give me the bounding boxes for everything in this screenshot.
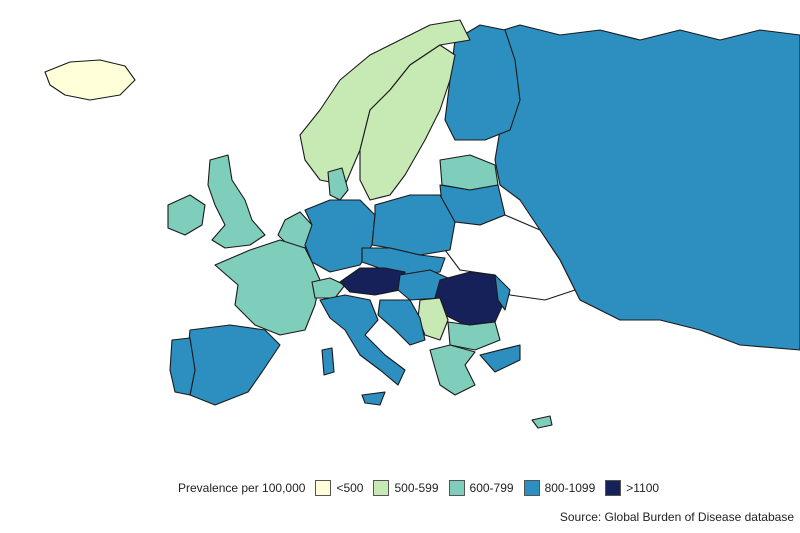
- map-legend: Prevalence per 100,000 <500 500-599 600-…: [178, 478, 669, 498]
- region-germany: [304, 199, 376, 273]
- legend-swatch: [373, 480, 390, 496]
- legend-swatch: [448, 480, 465, 496]
- region-bulgaria: [447, 321, 501, 351]
- legend-swatch: [605, 480, 622, 496]
- region-uk: [207, 154, 266, 249]
- legend-item-600-799: 600-799: [448, 480, 514, 496]
- legend-swatch: [523, 480, 540, 496]
- region-iceland: [44, 59, 136, 101]
- legend-label: >1100: [626, 481, 660, 495]
- legend-label: <500: [336, 481, 364, 495]
- legend-swatch: [315, 480, 332, 496]
- legend-item-lt500: <500: [315, 480, 363, 496]
- region-switzerland: [311, 277, 346, 299]
- region-france: [214, 239, 321, 336]
- legend-item-800-1099: 800-1099: [523, 480, 596, 496]
- legend-title: Prevalence per 100,000: [178, 481, 306, 495]
- region-spain: [187, 324, 281, 406]
- region-ireland: [167, 194, 206, 236]
- legend-label: 800-1099: [544, 481, 596, 495]
- region-denmark: [327, 167, 349, 201]
- legend-item-gt1100: >1100: [605, 480, 659, 496]
- region-portugal: [169, 337, 196, 396]
- legend-item-500-599: 500-599: [373, 480, 439, 496]
- region-turkey: [479, 344, 521, 373]
- region-austria: [339, 267, 406, 296]
- region-moldova: [494, 274, 511, 311]
- legend-label: 600-799: [469, 481, 514, 495]
- region-italy: [319, 294, 406, 386]
- region-finland: [444, 24, 521, 141]
- region-russia: [469, 24, 800, 351]
- region-west-balkans: [377, 299, 426, 346]
- region-sardinia: [321, 347, 335, 376]
- region-sicily: [361, 391, 386, 406]
- source-note: Source: Global Burden of Disease databas…: [559, 510, 794, 524]
- region-cyprus: [531, 415, 553, 429]
- europe-choropleth-map: [44, 19, 800, 429]
- region-sweden: [359, 44, 456, 201]
- region-poland: [371, 194, 456, 256]
- region-baltics: [439, 154, 499, 191]
- region-greece: [429, 344, 476, 396]
- region-ukraine: [444, 214, 576, 301]
- legend-label: 500-599: [394, 481, 439, 495]
